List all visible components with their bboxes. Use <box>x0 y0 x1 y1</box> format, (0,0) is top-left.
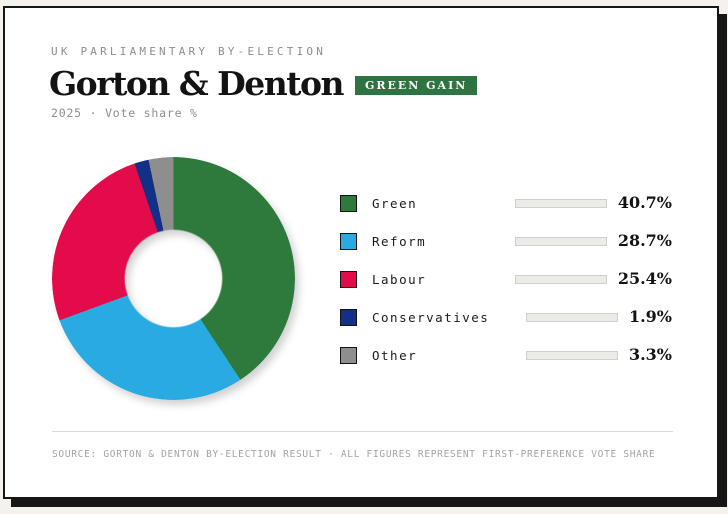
title-row: Gorton & Denton GREEN GAIN <box>49 64 478 104</box>
party-swatch <box>340 308 357 326</box>
party-label: Labour <box>372 271 427 287</box>
party-swatch <box>340 194 357 212</box>
legend-row-reform: Reform 28.7% <box>340 232 672 250</box>
footer-divider <box>52 431 673 432</box>
legend: Green 40.7% Reform 28.7% Labour 25.4% <box>340 194 672 384</box>
legend-row-conservatives: Conservatives 1.9% <box>340 308 672 326</box>
share-value: 3.3% <box>628 345 672 364</box>
party-swatch <box>340 346 357 364</box>
page-title: Gorton & Denton <box>49 64 344 103</box>
party-swatch <box>340 270 357 288</box>
chart-card: UK PARLIAMENTARY BY-ELECTION Gorton & De… <box>3 6 719 499</box>
party-label: Conservatives <box>372 309 490 325</box>
party-label: Reform <box>372 233 427 249</box>
share-bar-track <box>525 312 618 322</box>
legend-row-other: Other 3.3% <box>340 346 672 364</box>
share-bar-track <box>525 350 618 360</box>
share-value: 28.7% <box>617 231 672 250</box>
share-bar-track <box>514 198 607 208</box>
source-note: SOURCE: GORTON & DENTON BY-ELECTION RESU… <box>52 449 656 460</box>
donut-chart <box>52 157 295 400</box>
party-label: Other <box>372 347 418 363</box>
donut-chart-wrapper <box>52 157 295 400</box>
party-swatch <box>340 232 357 250</box>
share-bar-track <box>514 274 607 284</box>
share-bar-track <box>514 236 607 246</box>
legend-row-green: Green 40.7% <box>340 194 672 212</box>
legend-row-labour: Labour 25.4% <box>340 270 672 288</box>
eyebrow-label: UK PARLIAMENTARY BY-ELECTION <box>51 45 327 58</box>
result-badge: GREEN GAIN <box>354 76 478 96</box>
subtitle: 2025 · Vote share % <box>51 106 198 120</box>
share-value: 40.7% <box>617 193 672 212</box>
share-value: 25.4% <box>617 269 672 288</box>
share-value: 1.9% <box>628 307 672 326</box>
party-label: Green <box>372 195 418 211</box>
